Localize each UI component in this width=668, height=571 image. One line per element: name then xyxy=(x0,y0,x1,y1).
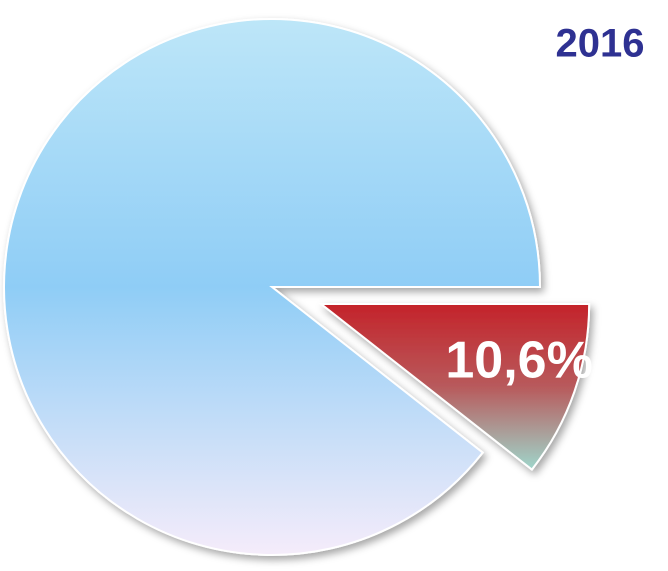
chart-title: 2016 xyxy=(556,22,645,66)
pie-slice xyxy=(3,18,542,556)
pie-slice xyxy=(318,302,591,471)
data-label: 10,6% xyxy=(445,331,592,389)
